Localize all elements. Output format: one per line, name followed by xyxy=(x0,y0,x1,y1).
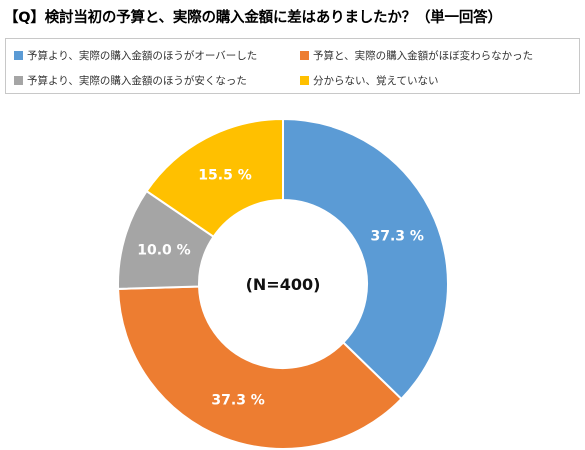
legend-item-dont-know: 分からない、覚えていない xyxy=(300,73,438,88)
slice-same-as-budget xyxy=(117,285,403,450)
legend-item-under-budget: 予算より、実際の購入金額のほうが安くなった xyxy=(14,73,247,88)
data-label: 37.3 % xyxy=(370,229,423,245)
data-label: 37.3 % xyxy=(211,393,264,409)
legend: 予算より、実際の購入金額のほうがオーバーした 予算と、実際の購入金額がほぼ変わら… xyxy=(5,38,580,94)
slice-over-budget xyxy=(282,117,449,401)
legend-swatch xyxy=(300,76,309,85)
center-sample-size: (N=400) xyxy=(246,275,321,294)
legend-label: 予算と、実際の購入金額がほぼ変わらなかった xyxy=(313,50,534,62)
legend-label: 予算より、実際の購入金額のほうがオーバーした xyxy=(27,50,258,62)
legend-label: 予算より、実際の購入金額のほうが安くなった xyxy=(27,75,247,87)
legend-label: 分からない、覚えていない xyxy=(313,75,439,87)
data-label: 15.5 % xyxy=(198,167,251,183)
legend-item-over-budget: 予算より、実際の購入金額のほうがオーバーした xyxy=(14,48,257,63)
slice-dont-know xyxy=(145,117,284,239)
chart-title: 【Q】検討当初の予算と、実際の購入金額に差はありましたか？（単一回答） xyxy=(4,10,502,26)
legend-swatch xyxy=(300,51,309,60)
data-label: 10.0 % xyxy=(137,242,190,258)
legend-swatch xyxy=(14,76,23,85)
legend-item-same-as-budget: 予算と、実際の購入金額がほぼ変わらなかった xyxy=(300,48,533,63)
legend-swatch xyxy=(14,51,23,60)
